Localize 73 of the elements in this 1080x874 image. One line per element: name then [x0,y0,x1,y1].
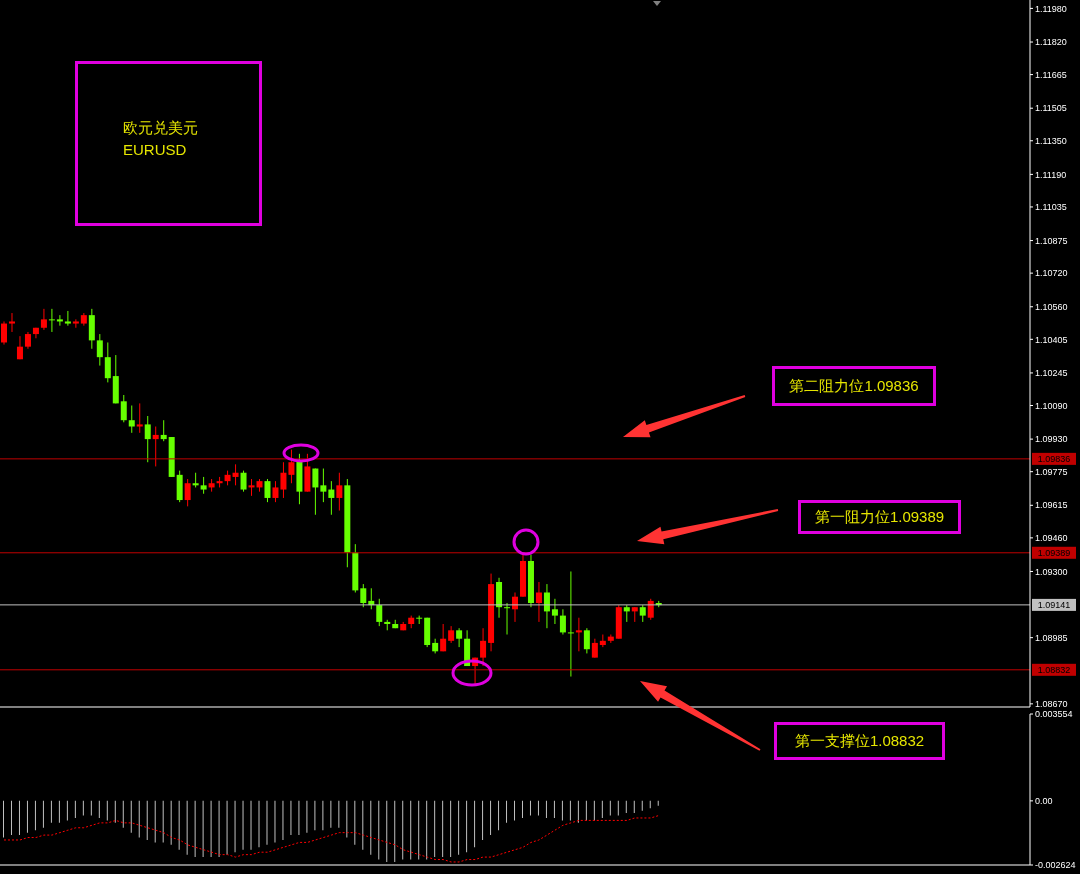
line-series [3,815,660,863]
candlestick [288,449,295,484]
y-tick-label: 1.10245 [1035,368,1068,379]
candlestick [240,470,247,493]
candlestick [272,480,279,503]
y-tick-label: 1.10560 [1035,301,1068,312]
annotation: EURUSD [123,141,187,158]
candlestick [320,468,327,503]
candlestick [312,468,319,516]
candlestick [264,478,271,503]
candlestick [376,598,383,627]
ref-line-label: 1.09389 [1037,547,1071,558]
y-tick-label: 1.08670 [1035,699,1068,710]
candlestick [280,461,287,499]
y-tick-label: 0.003554 [1035,709,1073,720]
candlestick [551,598,558,625]
candlestick [543,583,550,629]
y-tick-label: 1.11035 [1035,202,1067,213]
candlestick [152,426,159,467]
candlestick [328,480,335,516]
y-tick-label: 1.10720 [1035,268,1068,279]
candlestick [160,419,167,442]
y-tick-label: 1.11190 [1035,169,1067,180]
candlestick [567,570,574,678]
y-tick-label: 1.10875 [1035,235,1068,246]
y-tick-label: 1.10405 [1035,334,1068,345]
ref-line-label: 1.09141 [1037,599,1071,610]
candlestick [128,405,135,434]
candlestick [1,320,7,346]
y-tick-label: 1.09930 [1035,434,1068,445]
candlestick [591,638,598,659]
y-tick-label: 1.09615 [1035,500,1068,511]
candlestick [184,478,191,507]
ref-line-label: 1.09836 [1037,453,1071,464]
candlestick [575,617,582,652]
y-tick-label: 1.10090 [1035,400,1068,411]
ref-line-label: 1.08832 [1037,664,1071,675]
y-tick-label: 1.08985 [1035,632,1068,643]
candlestick [72,318,79,329]
y-tick-label: 1.11820 [1035,37,1067,48]
candlestick [232,463,239,486]
candlestick [96,333,103,367]
candlestick [480,627,487,667]
annotation: 第一阻力位1.09389 [814,508,945,526]
candlestick [440,623,447,652]
candlestick [48,308,55,333]
candlestick [104,341,111,383]
y-tick-label: -0.002624 [1035,860,1076,871]
candlestick [40,308,47,331]
y-tick-label: 1.11350 [1035,135,1067,146]
y-tick-label: 1.09775 [1035,466,1068,477]
y-tick-label: 1.11505 [1035,103,1067,114]
candlestick [64,310,71,327]
candlestick [56,314,63,327]
candlestick [336,472,343,512]
candlestick [8,312,15,333]
candlestick [583,627,590,654]
annotation: 第一支撑位1.08832 [794,732,925,750]
candlestick [360,583,367,608]
y-tick-label: 1.11980 [1035,3,1067,14]
candlestick [535,581,542,623]
annotation: 第二阻力位1.09836 [789,377,919,395]
y-tick-label: 1.09460 [1035,533,1068,544]
candlestick [456,627,463,648]
candlestick [504,602,511,636]
candlestick [559,608,566,636]
candlestick [144,415,151,463]
annotation: 欧元兑美元 [123,119,198,136]
candlestick [136,402,143,434]
y-tick-label: 0.00 [1035,796,1053,807]
y-tick-label: 1.09300 [1035,566,1068,577]
y-tick-label: 1.11665 [1035,69,1067,80]
candlestick [120,394,127,423]
